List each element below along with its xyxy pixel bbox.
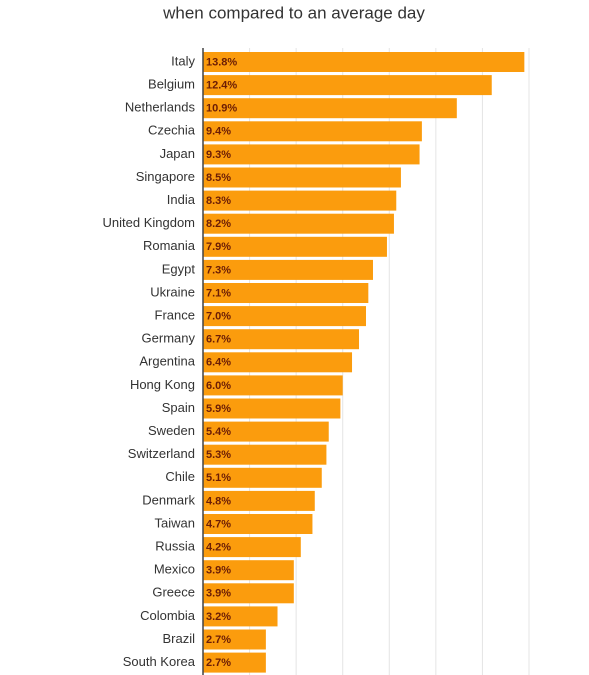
category-label: Germany [142, 331, 196, 346]
category-label: Hong Kong [130, 377, 195, 392]
bar [203, 375, 343, 396]
value-label: 3.2% [206, 611, 231, 623]
category-label: Chile [165, 469, 195, 484]
bar [203, 629, 266, 650]
value-label: 3.9% [206, 588, 231, 600]
category-label: South Korea [123, 654, 196, 669]
bar [203, 352, 353, 373]
bar [203, 213, 394, 234]
bar [203, 329, 360, 350]
value-label: 2.7% [206, 657, 231, 669]
category-label: Russia [155, 539, 196, 554]
bar [203, 167, 401, 188]
category-label: Denmark [142, 492, 195, 507]
category-label: France [155, 308, 195, 323]
bar [203, 583, 294, 604]
value-label: 7.1% [206, 287, 231, 299]
value-label: 8.2% [206, 218, 231, 230]
value-label: 3.9% [206, 565, 231, 577]
bar [203, 283, 369, 303]
value-label: 5.3% [206, 449, 231, 461]
bar [203, 259, 373, 280]
bar [203, 421, 329, 442]
bar [203, 606, 278, 627]
category-label: Romania [143, 238, 196, 253]
category-label: Brazil [162, 631, 195, 646]
category-label: Ukraine [150, 284, 195, 299]
bar [203, 560, 294, 581]
category-label: Mexico [154, 562, 195, 577]
value-label: 4.8% [206, 495, 231, 507]
bar [203, 444, 327, 465]
chart-title: when compared to an average day [162, 3, 425, 22]
value-label: 7.9% [206, 241, 231, 253]
value-label: 8.3% [206, 195, 231, 207]
bar [203, 537, 301, 558]
value-label: 6.4% [206, 357, 231, 369]
category-label: Spain [162, 400, 195, 415]
category-label: Argentina [139, 354, 195, 369]
category-label: Sweden [148, 423, 195, 438]
value-label: 5.1% [206, 472, 231, 484]
category-label: India [167, 192, 196, 207]
value-label: 5.4% [206, 426, 231, 438]
bar [203, 398, 341, 419]
value-label: 9.4% [206, 126, 231, 138]
value-label: 2.7% [206, 634, 231, 646]
value-label: 13.8% [206, 56, 237, 68]
category-label: Italy [171, 53, 195, 68]
bar [203, 514, 313, 534]
bar [203, 121, 422, 142]
category-label: Singapore [136, 169, 195, 184]
value-label: 7.3% [206, 264, 231, 276]
bar [203, 98, 457, 119]
value-label: 10.9% [206, 103, 237, 115]
value-label: 5.9% [206, 403, 231, 415]
category-label: United Kingdom [103, 215, 196, 230]
bar [203, 144, 420, 165]
category-label: Taiwan [155, 515, 195, 530]
bar [203, 52, 525, 72]
value-label: 12.4% [206, 80, 237, 92]
bar [203, 490, 315, 511]
category-label: Belgium [148, 77, 195, 92]
category-label: Japan [160, 146, 195, 161]
bar [203, 306, 366, 327]
value-label: 9.3% [206, 149, 231, 161]
bar [203, 75, 492, 96]
value-label: 6.7% [206, 334, 231, 346]
category-label: Netherlands [125, 100, 196, 115]
category-label: Greece [152, 585, 195, 600]
bar [203, 236, 387, 257]
category-label: Egypt [162, 261, 196, 276]
bar [203, 190, 397, 211]
category-label: Czechia [148, 123, 196, 138]
value-label: 6.0% [206, 380, 231, 392]
value-label: 4.2% [206, 542, 231, 554]
bar [203, 652, 266, 673]
category-label: Colombia [140, 608, 196, 623]
bar [203, 467, 322, 488]
value-label: 4.7% [206, 518, 231, 530]
category-label: Switzerland [128, 446, 195, 461]
value-label: 8.5% [206, 172, 231, 184]
value-label: 7.0% [206, 311, 231, 323]
